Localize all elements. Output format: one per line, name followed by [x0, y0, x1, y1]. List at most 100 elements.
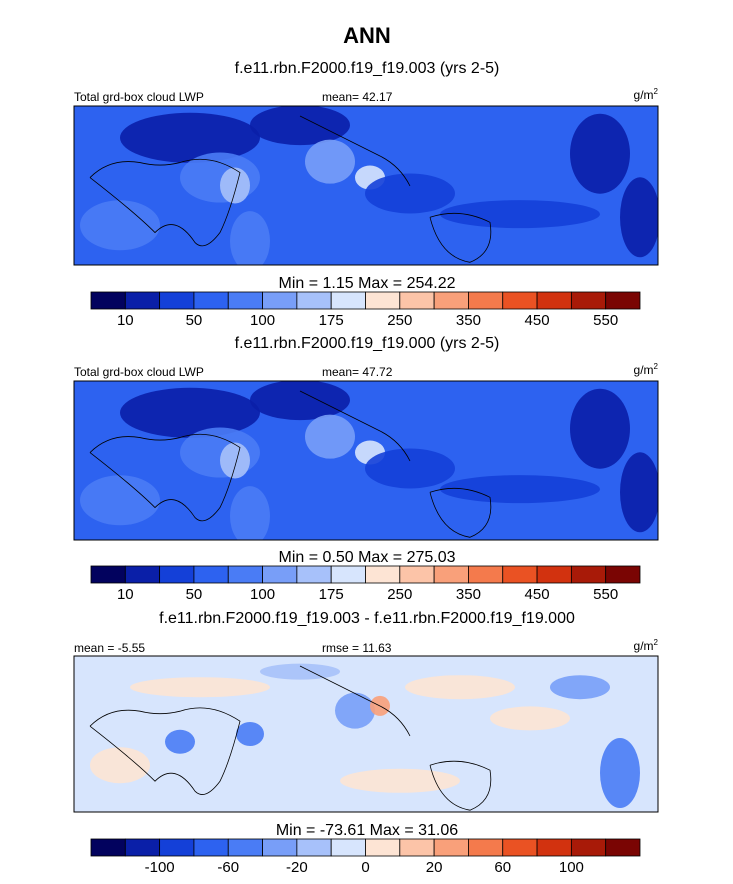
coastline — [89, 665, 492, 811]
map-field — [440, 200, 600, 229]
colorbar-box — [227, 565, 263, 584]
colorbar-box — [605, 291, 641, 310]
colorbar-box — [90, 291, 126, 310]
map-field — [90, 747, 150, 784]
stats: Min = 0.50 Max = 275.03 — [279, 549, 456, 566]
map-field — [365, 448, 455, 489]
center-label: mean= 42.17 — [322, 90, 393, 104]
colorbar-box — [570, 838, 607, 857]
colorbar-box — [193, 838, 229, 857]
units-sup: 2 — [654, 362, 659, 371]
map — [74, 381, 658, 540]
figure-title: ANN — [343, 23, 391, 48]
map-field — [440, 475, 600, 504]
colorbar-label: -20 — [286, 859, 308, 876]
colorbar-box — [399, 291, 435, 310]
colorbar-box — [296, 838, 332, 857]
map-field — [220, 442, 250, 479]
map — [74, 656, 658, 812]
left-label: Total grd-box cloud LWP — [74, 365, 204, 379]
map-field — [220, 167, 250, 204]
colorbar-box — [296, 565, 332, 584]
left-label: Total grd-box cloud LWP — [74, 90, 204, 104]
coastline — [89, 115, 492, 263]
colorbar-box — [193, 565, 229, 584]
map-field — [305, 414, 355, 459]
colorbar-box — [502, 565, 538, 584]
stats: Min = 1.15 Max = 254.22 — [279, 275, 456, 292]
map-field — [600, 738, 640, 808]
colorbar-box — [536, 565, 572, 584]
map-field — [365, 173, 455, 214]
colorbar-box — [227, 838, 263, 857]
colorbar-box — [227, 291, 263, 310]
panel-case: f.e11.rbn.F2000.f19_f19.000 (yrs 2-5) — [235, 335, 500, 352]
colorbar-box — [90, 565, 126, 584]
colorbar-box — [262, 838, 298, 857]
units: g/m2 — [634, 87, 659, 102]
colorbar-box — [468, 838, 504, 857]
panel-case: f.e11.rbn.F2000.f19_f19.003 - f.e11.rbn.… — [159, 610, 575, 627]
units-text: g/m — [634, 639, 654, 653]
colorbar-label: 350 — [456, 586, 481, 603]
colorbar-box — [124, 565, 161, 584]
units-sup: 2 — [654, 87, 659, 96]
colorbar-label: 175 — [319, 586, 344, 603]
center-label: mean= 47.72 — [322, 365, 393, 379]
colorbar-box — [193, 291, 229, 310]
colorbar-box — [124, 291, 161, 310]
colorbar-box — [399, 565, 435, 584]
map-field — [236, 722, 264, 746]
colorbar-label: 100 — [250, 586, 275, 603]
colorbar-label: 20 — [426, 859, 443, 876]
colorbar-label: -100 — [145, 859, 175, 876]
colorbar-label: -60 — [217, 859, 239, 876]
colorbar-label: 10 — [117, 586, 134, 603]
colorbar-box — [159, 838, 195, 857]
map-field — [405, 675, 515, 700]
colorbar-label: 50 — [186, 586, 203, 603]
colorbar-label: 100 — [559, 859, 584, 876]
colorbar-label: 175 — [319, 312, 344, 329]
map-field — [305, 139, 355, 184]
left-label: mean = -5.55 — [74, 641, 145, 655]
colorbar-label: 250 — [387, 312, 412, 329]
colorbar-box — [536, 838, 572, 857]
map-frame — [73, 655, 659, 813]
map — [74, 106, 658, 265]
colorbar-label: 550 — [593, 586, 618, 603]
map-field — [550, 675, 610, 700]
map-frame — [73, 380, 659, 541]
units-text: g/m — [634, 363, 654, 377]
map-field — [250, 381, 350, 421]
colorbar-label: 450 — [525, 312, 550, 329]
colorbar-box — [433, 838, 469, 857]
colorbar-box — [90, 838, 126, 857]
colorbar-label: 450 — [525, 586, 550, 603]
colorbar-box — [605, 838, 641, 857]
colorbar-box — [570, 565, 607, 584]
colorbar-box — [365, 838, 401, 857]
colorbar-box — [433, 565, 469, 584]
colorbar-box — [262, 291, 298, 310]
map-field — [130, 677, 270, 698]
units: g/m2 — [634, 638, 659, 653]
colorbar-box — [262, 565, 298, 584]
center-label: rmse = 11.63 — [322, 641, 392, 655]
colorbar-box — [536, 291, 572, 310]
colorbar-box — [296, 291, 332, 310]
units-sup: 2 — [654, 638, 659, 647]
map-field — [80, 200, 160, 251]
map-frame — [73, 105, 659, 266]
colorbar-box — [468, 565, 504, 584]
map-field — [335, 692, 375, 729]
map-field — [490, 706, 570, 731]
colorbar-label: 550 — [593, 312, 618, 329]
colorbar-box — [433, 291, 469, 310]
colorbar-box — [365, 291, 401, 310]
map-field — [250, 106, 350, 146]
colorbar-box — [468, 291, 504, 310]
map-field — [230, 211, 270, 265]
colorbar-box — [159, 565, 195, 584]
